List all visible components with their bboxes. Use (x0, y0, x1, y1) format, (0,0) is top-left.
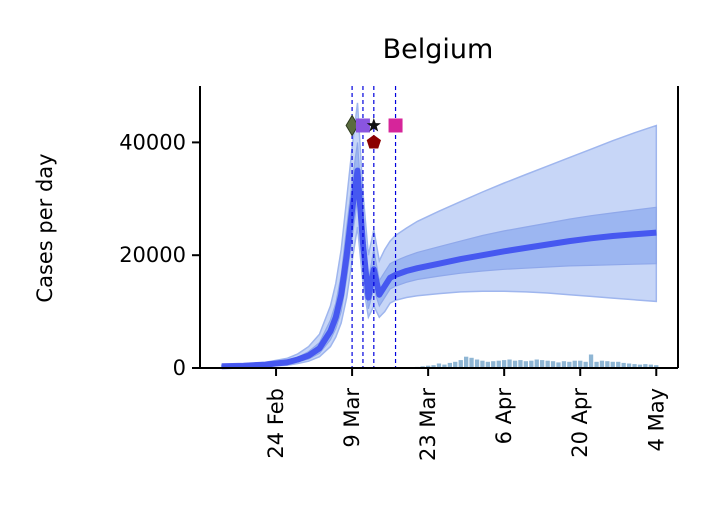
observed-bar (599, 360, 605, 368)
x-tick-label: 4 May (644, 388, 668, 451)
intervention-markers (345, 114, 403, 149)
median-line-group (221, 167, 657, 370)
observed-bar (654, 365, 659, 368)
observed-bar (616, 361, 621, 368)
observed-bar (550, 361, 556, 368)
observed-bar (632, 364, 637, 368)
observed-bar (529, 360, 534, 368)
observed-bar (496, 360, 501, 368)
y-tick-label: 0 (173, 356, 186, 380)
observed-bar (637, 364, 643, 368)
y-tick-label: 40000 (119, 130, 186, 154)
x-tick-label: 20 Apr (568, 388, 592, 458)
observed-bar (610, 361, 615, 368)
x-tick-label: 23 Mar (416, 388, 440, 461)
observed-bar (474, 359, 480, 368)
observed-bar (605, 361, 610, 368)
observed-bar (485, 361, 490, 368)
observed-bar (518, 360, 523, 368)
observed-bar (458, 360, 463, 368)
observed-bar (436, 363, 442, 368)
y-tick-label: 20000 (119, 243, 186, 267)
x-tick-label: 6 Apr (492, 388, 516, 445)
outer-band (220, 102, 658, 369)
observed-bar (567, 361, 572, 368)
observed-bar (561, 361, 567, 368)
observed-bar (491, 361, 496, 368)
observed-bar (512, 360, 518, 368)
observed-bar (523, 361, 528, 368)
intervention-marker-square (388, 118, 403, 133)
observed-bar (621, 362, 626, 368)
y-axis-label: Cases per day (33, 153, 57, 302)
observed-bar (583, 361, 588, 368)
observed-bar (578, 360, 583, 368)
observed-bar (442, 364, 447, 368)
inner-band (221, 142, 657, 368)
median-line (221, 167, 657, 370)
prediction-bands (220, 102, 658, 369)
observed-bar (480, 360, 485, 368)
intervention-marker-pentagon (366, 134, 381, 149)
observed-bar (453, 361, 458, 368)
observed-bar (588, 354, 594, 368)
intervention-marker-square (355, 118, 370, 133)
observed-bar (556, 362, 561, 368)
observed-bar (594, 361, 599, 368)
observed-bar (648, 364, 653, 368)
observed-bar (464, 356, 469, 368)
observed-bar (447, 362, 452, 368)
x-tick-label: 24 Feb (264, 388, 288, 459)
observed-bar (426, 365, 431, 368)
observed-bar (534, 359, 539, 368)
axes: 0 20000 40000 24 Feb 9 Mar 23 Mar 6 Apr 20 Apr 4… (119, 86, 679, 461)
intervention-marker-star (366, 118, 381, 132)
observed-bar (626, 363, 632, 368)
observed-bar (572, 360, 577, 368)
chart-title: Belgium (383, 34, 494, 65)
x-tick-label: 9 Mar (340, 388, 364, 448)
observed-cases-bars (404, 354, 659, 368)
observed-bar (545, 360, 550, 368)
observed-bar (507, 359, 512, 368)
observed-bar (643, 364, 648, 368)
observed-bar (502, 360, 507, 368)
observed-bar (540, 360, 545, 368)
observed-bar (431, 365, 436, 368)
observed-bar (469, 357, 474, 368)
intervention-lines (351, 86, 397, 368)
